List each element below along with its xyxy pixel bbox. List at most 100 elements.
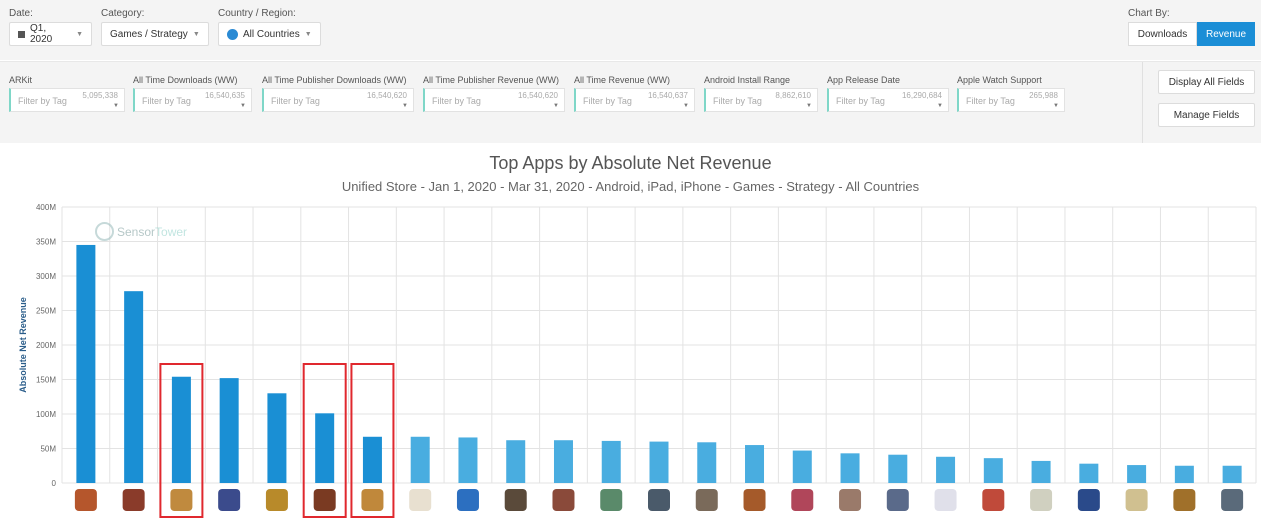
calendar-icon	[18, 30, 25, 38]
chart-title: Top Apps by Absolute Net Revenue	[489, 153, 772, 173]
bar	[315, 413, 335, 483]
chevron-down-icon: ▼	[192, 30, 200, 38]
app-icon	[934, 489, 957, 511]
y-tick-label: 400M	[36, 203, 56, 212]
manage-fields-button[interactable]: Manage Fields	[1158, 103, 1255, 127]
region-value: All Countries	[243, 28, 300, 40]
filter-placeholder: Filter by Tag	[18, 96, 67, 106]
sensortower-watermark: SensorTower	[95, 222, 187, 241]
chart-by-downloads-button[interactable]: Downloads	[1128, 22, 1197, 46]
y-tick-label: 250M	[36, 307, 56, 316]
app-icon	[743, 489, 766, 511]
filter-placeholder: Filter by Tag	[836, 96, 885, 106]
field-filter-all-time-revenue[interactable]: Filter by Tag 16,540,637 ▼	[574, 88, 695, 112]
globe-icon	[227, 28, 238, 40]
app-icon	[456, 489, 479, 511]
bar	[76, 244, 96, 483]
filter-count: 8,862,610	[775, 91, 811, 100]
bar	[458, 437, 478, 483]
bar	[219, 378, 239, 483]
chevron-down-icon: ▼	[1053, 103, 1059, 109]
chevron-down-icon: ▼	[76, 30, 83, 38]
y-axis-label: Absolute Net Revenue	[18, 297, 28, 393]
filter-placeholder: Filter by Tag	[271, 96, 320, 106]
app-icon	[695, 489, 718, 511]
bar	[1031, 460, 1051, 483]
date-label: Date:	[9, 8, 33, 19]
app-icon	[265, 489, 288, 511]
filter-count: 16,540,620	[366, 91, 407, 100]
chart-by-revenue-button[interactable]: Revenue	[1197, 22, 1255, 46]
app-icon	[1077, 489, 1100, 511]
y-tick-label: 200M	[36, 341, 56, 350]
y-tick-label: 0	[52, 479, 57, 488]
top-filter-bar: Date: Q1, 2020 ▼ Category: Games / Strat…	[0, 0, 1261, 60]
field-filter-app-release-date[interactable]: Filter by Tag 16,290,684 ▼	[827, 88, 949, 112]
highlight-layer	[159, 363, 395, 518]
app-icon	[1030, 489, 1053, 511]
bar	[697, 442, 717, 483]
app-icon	[409, 489, 432, 511]
app-icon	[504, 489, 527, 511]
filter-placeholder: Filter by Tag	[432, 96, 481, 106]
bar	[1127, 465, 1147, 483]
y-tick-label: 50M	[40, 445, 56, 454]
filter-placeholder: Filter by Tag	[966, 96, 1015, 106]
y-axis: 0 50M 100M 150M 200M 250M 300M 350M 400M Absolute…	[18, 203, 57, 488]
app-icon	[1125, 489, 1148, 511]
chevron-down-icon: ▼	[304, 30, 312, 38]
region-label: Country / Region:	[218, 8, 296, 19]
category-dropdown[interactable]: Games / Strategy ▼	[101, 22, 209, 46]
chevron-down-icon: ▼	[240, 103, 246, 109]
app-icon	[600, 489, 623, 511]
bar	[601, 440, 621, 483]
app-icon	[982, 489, 1005, 511]
watermark-brand-accent: Tower	[155, 224, 188, 239]
field-filter-arkit[interactable]: Filter by Tag 5,095,338 ▼	[9, 88, 125, 112]
y-tick-label: 300M	[36, 272, 56, 281]
bar	[745, 445, 765, 483]
app-icon	[361, 489, 384, 511]
app-icon	[170, 489, 193, 511]
highlight-box	[302, 363, 347, 518]
highlight-box	[350, 363, 395, 518]
filter-count: 16,290,684	[901, 91, 942, 100]
app-icon	[886, 489, 909, 511]
filter-placeholder: Filter by Tag	[583, 96, 632, 106]
field-header-arkit: ARKit	[9, 75, 33, 85]
app-icon	[1173, 489, 1196, 511]
date-dropdown[interactable]: Q1, 2020 ▼	[9, 22, 92, 46]
display-all-fields-button[interactable]: Display All Fields	[1158, 70, 1255, 94]
field-filter-android-install-range[interactable]: Filter by Tag 8,862,610 ▼	[704, 88, 818, 112]
bar	[649, 441, 669, 483]
field-header-all-time-revenue: All Time Revenue (WW)	[574, 75, 671, 85]
field-header-publisher-downloads: All Time Publisher Downloads (WW)	[262, 75, 407, 85]
bar	[410, 436, 430, 483]
field-header-app-release-date: App Release Date	[827, 75, 901, 85]
chevron-down-icon: ▼	[806, 103, 812, 109]
field-filter-all-time-downloads[interactable]: Filter by Tag 16,540,635 ▼	[133, 88, 252, 112]
field-filter-apple-watch-support[interactable]: Filter by Tag 265,988 ▼	[957, 88, 1065, 112]
bar	[553, 440, 573, 483]
app-icon	[313, 489, 336, 511]
filter-count: 5,095,338	[82, 91, 118, 100]
chart-by-label: Chart By:	[1128, 8, 1170, 19]
bar	[792, 450, 812, 483]
app-icon	[839, 489, 862, 511]
filter-count: 16,540,637	[647, 91, 688, 100]
field-filter-publisher-downloads[interactable]: Filter by Tag 16,540,620 ▼	[262, 88, 414, 112]
bar	[506, 440, 526, 483]
region-dropdown[interactable]: All Countries ▼	[218, 22, 321, 46]
bar	[1222, 465, 1242, 483]
app-icon	[74, 489, 97, 511]
chevron-down-icon: ▼	[553, 103, 559, 109]
chevron-down-icon: ▼	[113, 103, 119, 109]
chevron-down-icon: ▼	[683, 103, 689, 109]
y-tick-label: 150M	[36, 376, 56, 385]
bar	[936, 456, 956, 483]
bar	[1079, 463, 1099, 483]
field-filter-publisher-revenue[interactable]: Filter by Tag 16,540,620 ▼	[423, 88, 565, 112]
divider	[1142, 62, 1143, 143]
bar	[888, 454, 908, 483]
